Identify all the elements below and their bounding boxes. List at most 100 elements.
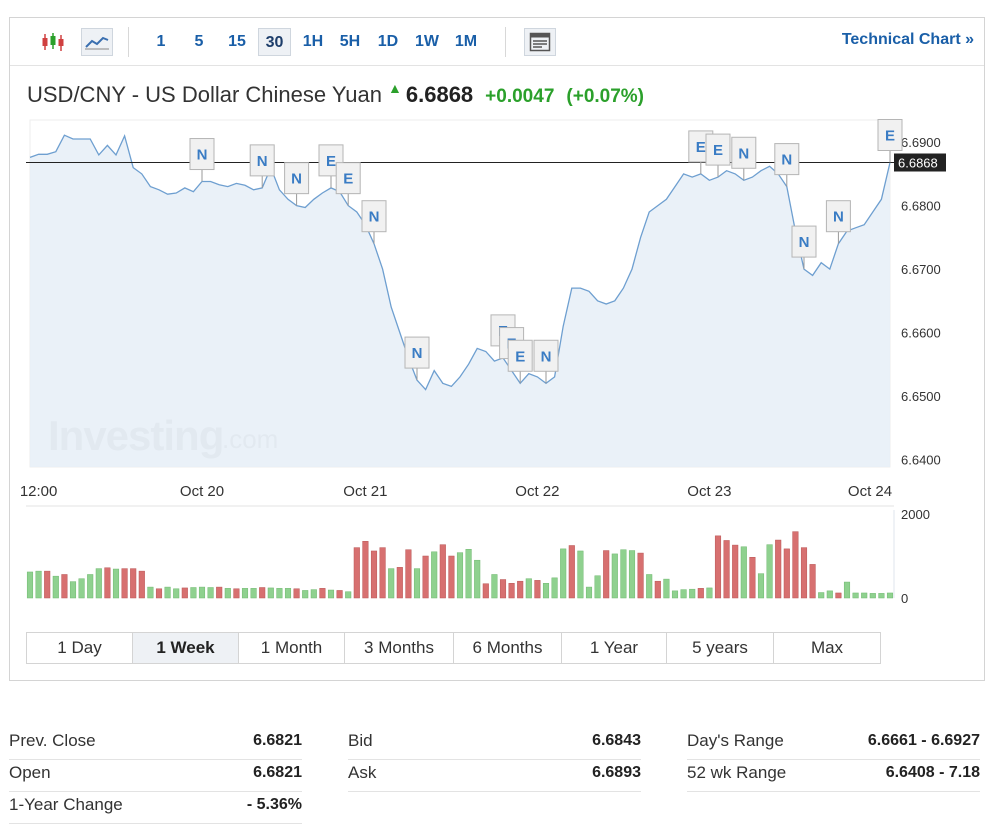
stat-open: Open 6.6821	[9, 760, 302, 792]
volume-bar	[508, 583, 515, 599]
volume-bar	[95, 568, 102, 599]
range-6-months[interactable]: 6 Months	[454, 633, 562, 663]
stat-ask: Ask 6.6893	[348, 760, 641, 792]
line-chart-icon[interactable]	[81, 28, 113, 56]
event-marker-label: N	[799, 234, 810, 251]
volume-bar	[413, 568, 421, 599]
x-tick-label: Oct 23	[687, 483, 731, 500]
event-marker-news: N	[284, 162, 310, 206]
range-1-week[interactable]: 1 Week	[133, 633, 239, 663]
volume-bar	[362, 541, 369, 599]
volume-bar	[87, 574, 94, 599]
volume-bar	[164, 586, 171, 599]
stats-column-3: Day's Range 6.6661 - 6.6927 52 wk Range 6.…	[687, 728, 980, 792]
event-marker-economic: E	[705, 133, 731, 178]
stats-column-1: Prev. Close 6.6821 Open 6.6821 1-Year Chan…	[9, 728, 302, 824]
volume-bar	[585, 586, 593, 599]
volume-bar	[250, 588, 257, 599]
volume-bar	[52, 575, 59, 599]
volume-bar	[620, 549, 627, 599]
stat-label: Bid	[348, 731, 373, 750]
current-price-tag	[894, 153, 946, 172]
volume-bar	[207, 587, 214, 599]
volume-bar	[491, 574, 498, 599]
volume-bar	[431, 551, 438, 599]
volume-bar	[181, 587, 188, 599]
current-price-label: 6.6868	[898, 156, 938, 171]
volume-bar	[542, 583, 550, 599]
timeframe-1d[interactable]: 1D	[377, 33, 399, 50]
volume-bar	[740, 546, 747, 599]
volume-bar	[336, 590, 343, 599]
volume-bar	[61, 574, 68, 599]
volume-bar	[302, 590, 309, 599]
volume-bar	[800, 547, 808, 599]
volume-bar	[224, 588, 231, 599]
range-max[interactable]: Max	[810, 638, 844, 657]
candlestick-icon[interactable]	[37, 28, 69, 56]
range-1-day[interactable]: 1 Day	[27, 633, 133, 663]
event-marker-economic: E	[507, 339, 533, 384]
volume-bar	[35, 570, 42, 599]
volume-bar	[259, 587, 266, 599]
timeframe-1w[interactable]: 1W	[415, 33, 439, 50]
table-icon[interactable]	[524, 28, 556, 56]
y-tick-label: 6.6800	[901, 199, 941, 214]
timeframe-5h[interactable]: 5H	[339, 33, 361, 50]
quote-price: 6.6868	[405, 82, 474, 107]
volume-bar	[155, 588, 163, 599]
timeframe-15[interactable]: 15	[228, 33, 246, 50]
volume-bar	[706, 587, 713, 599]
quote-change: +0.0047	[485, 86, 555, 107]
event-marker-box	[189, 138, 215, 171]
volume-bar	[448, 555, 455, 599]
range-3-months[interactable]: 3 Months	[345, 633, 454, 663]
volume-bar	[439, 544, 446, 599]
event-marker-label: N	[257, 153, 268, 170]
timeframe-1h[interactable]: 1H	[302, 33, 324, 50]
volume-bar	[517, 580, 524, 599]
event-marker-label: E	[515, 348, 525, 365]
timeframe-1[interactable]: 1	[156, 33, 166, 50]
volume-bar	[714, 535, 722, 599]
volume-bar	[757, 573, 765, 599]
timeframe-5[interactable]: 5	[194, 33, 204, 50]
volume-bar	[284, 588, 292, 599]
volume-bar	[766, 544, 773, 599]
range-1-year[interactable]: 1 Year	[562, 633, 667, 663]
event-marker-box	[533, 339, 559, 372]
volume-bar	[121, 568, 128, 599]
volume-bar	[482, 583, 489, 599]
range-5-years[interactable]: 5 years	[667, 633, 774, 663]
event-marker-news: N	[791, 225, 817, 270]
timeframe-1m[interactable]: 1M	[454, 33, 478, 50]
volume-bar	[499, 579, 507, 599]
timeframe-30[interactable]: 30	[258, 28, 291, 56]
volume-bar	[26, 571, 34, 599]
stat-label: 1-Year Change	[9, 795, 123, 814]
stat-label: Ask	[348, 763, 377, 782]
volume-bar	[233, 588, 240, 599]
stats-column-2: Bid 6.6843 Ask 6.6893	[348, 728, 641, 792]
volume-bar	[551, 577, 558, 599]
volume-bar	[465, 549, 472, 599]
price-area	[30, 135, 890, 467]
volume-bar	[560, 548, 567, 599]
event-marker-box	[404, 336, 430, 369]
volume-bar	[422, 555, 429, 599]
volume-bar	[370, 550, 378, 599]
y-tick-label: 6.6700	[901, 262, 941, 277]
price-line	[29, 133, 891, 391]
technical-chart-link[interactable]: Technical Chart »	[841, 31, 974, 48]
toolbar-divider	[505, 27, 506, 57]
volume-bar	[173, 588, 180, 599]
volume-bar	[628, 550, 636, 599]
event-marker-box	[774, 143, 800, 176]
price-chart[interactable]: Investing.com6.68686.69006.68006.67006.6…	[10, 18, 984, 618]
volume-bar	[809, 564, 816, 599]
volume-bar	[689, 588, 696, 599]
event-marker-label: N	[412, 345, 423, 362]
event-marker-label: E	[713, 142, 723, 159]
range-1-month[interactable]: 1 Month	[239, 633, 345, 663]
volume-bar	[775, 539, 782, 599]
